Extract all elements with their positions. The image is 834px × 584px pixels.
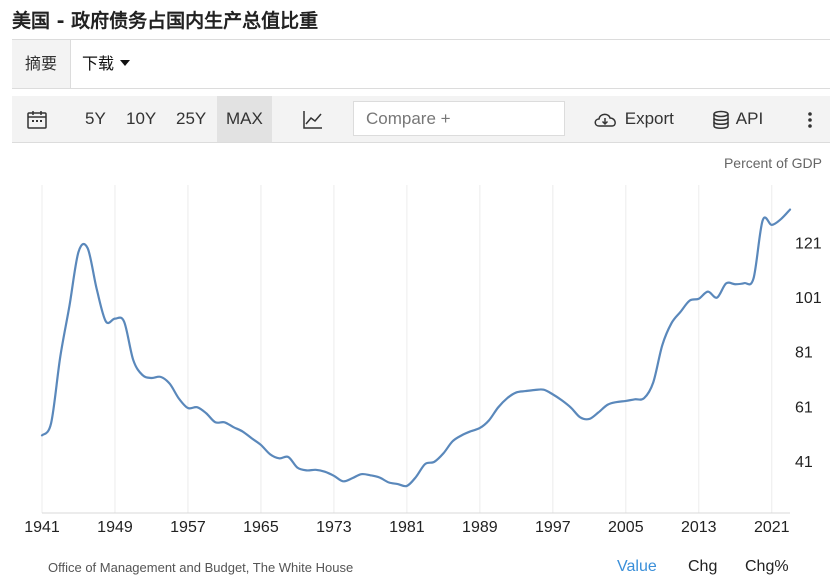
x-tick-label: 2005 xyxy=(608,519,644,536)
y-tick-label: 41 xyxy=(795,454,813,471)
page-title: 美国 - 政府债务占国内生产总值比重 xyxy=(12,10,319,32)
y-tick-label: 81 xyxy=(795,345,813,362)
x-tick-label: 2021 xyxy=(754,519,790,536)
range-10y-button[interactable]: 10Y xyxy=(126,109,157,128)
calendar-icon[interactable] xyxy=(26,96,48,142)
range-25y-button[interactable]: 25Y xyxy=(176,109,207,128)
tab-value[interactable]: Value xyxy=(617,558,657,575)
x-tick-label: 1941 xyxy=(24,519,60,536)
tab-chg-percent[interactable]: Chg% xyxy=(745,558,789,575)
x-tick-label: 1949 xyxy=(97,519,133,536)
x-tick-label: 2013 xyxy=(681,519,717,536)
source-text: Office of Management and Budget, The Whi… xyxy=(48,560,354,575)
series-line xyxy=(40,208,792,488)
line-chart-icon[interactable] xyxy=(302,96,324,142)
x-tick-label: 1997 xyxy=(535,519,571,536)
tab-bar: 摘要 下载 xyxy=(12,39,830,89)
x-tick-label: 1965 xyxy=(243,519,279,536)
tab-summary[interactable]: 摘要 xyxy=(12,40,71,88)
tab-download[interactable]: 下载 xyxy=(82,40,131,88)
api-button[interactable]: API xyxy=(710,96,763,142)
api-label: API xyxy=(735,109,764,128)
export-button[interactable]: Export xyxy=(592,96,674,142)
export-label: Export xyxy=(624,109,674,128)
range-5y-button[interactable]: 5Y xyxy=(85,109,106,128)
cloud-download-icon xyxy=(594,113,616,127)
more-vertical-icon[interactable] xyxy=(806,96,814,142)
database-icon xyxy=(713,110,729,129)
x-tick-label: 1989 xyxy=(462,519,498,536)
range-max-button[interactable]: MAX xyxy=(217,96,272,142)
y-tick-label: 61 xyxy=(795,399,813,416)
caret-down-icon xyxy=(120,59,131,66)
unit-label: Percent of GDP xyxy=(723,155,822,171)
x-tick-label: 1957 xyxy=(170,519,206,536)
y-tick-label: 121 xyxy=(795,235,822,252)
compare-input[interactable]: Compare + xyxy=(353,101,565,136)
chart-toolbar: 5Y 10Y 25Y MAX Compare + Export API xyxy=(12,96,830,143)
y-tick-label: 101 xyxy=(795,290,822,307)
x-tick-label: 1981 xyxy=(389,519,425,536)
tab-download-label: 下载 xyxy=(82,54,115,73)
tab-chg[interactable]: Chg xyxy=(688,558,718,575)
x-tick-label: 1973 xyxy=(316,519,352,536)
